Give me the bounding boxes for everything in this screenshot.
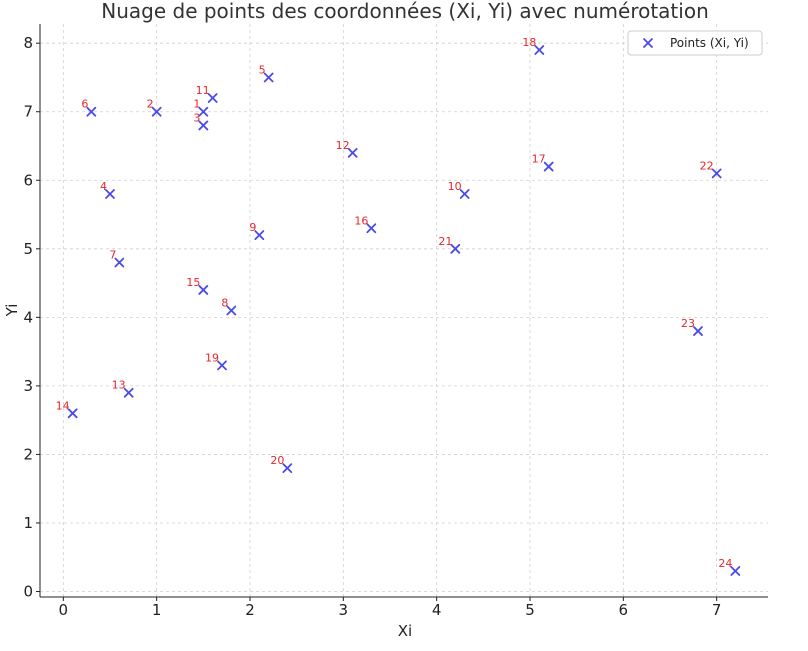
point-label-4: 4 (100, 180, 107, 193)
y-tick-label-0: 0 (23, 583, 33, 601)
grid-lines (40, 24, 768, 597)
point-label-14: 14 (56, 399, 70, 412)
point-label-12: 12 (336, 139, 350, 152)
point-label-19: 19 (205, 351, 219, 364)
data-point-12 (347, 147, 358, 158)
point-label-7: 7 (109, 249, 116, 262)
data-point-5 (263, 72, 274, 83)
y-tick-label-1: 1 (23, 514, 33, 532)
y-axis-label: Yi (3, 304, 21, 318)
point-label-9: 9 (249, 221, 256, 234)
x-tick-label-6: 6 (619, 601, 629, 619)
point-label-5: 5 (259, 63, 266, 76)
data-point-11 (207, 93, 218, 103)
x-tick-label-4: 4 (432, 601, 442, 619)
x-tick-label-2: 2 (245, 601, 255, 619)
data-point-2 (151, 106, 162, 117)
point-label-17: 17 (532, 153, 546, 166)
x-tick-label-1: 1 (152, 601, 162, 619)
point-label-3: 3 (193, 111, 200, 124)
legend-x-marker (643, 38, 653, 48)
data-point-23 (693, 326, 703, 336)
data-point-20 (282, 463, 293, 474)
data-point-3 (198, 120, 209, 131)
point-label-18: 18 (522, 36, 536, 49)
data-point-15 (198, 285, 209, 295)
point-label-23: 23 (681, 317, 695, 330)
point-label-11: 11 (196, 84, 210, 97)
data-point-9 (254, 230, 265, 241)
point-label-15: 15 (186, 276, 200, 289)
data-points (67, 45, 741, 576)
data-point-16 (366, 223, 377, 234)
x-tick-label-7: 7 (712, 601, 722, 619)
data-point-24 (730, 566, 741, 576)
y-tick-label-2: 2 (23, 445, 33, 463)
data-point-7 (114, 257, 125, 268)
data-point-17 (543, 161, 554, 172)
data-point-4 (105, 189, 115, 199)
point-label-1: 1 (193, 98, 200, 111)
point-label-22: 22 (700, 159, 714, 172)
y-tick-label-4: 4 (23, 308, 33, 326)
legend-box (627, 30, 763, 56)
point-label-20: 20 (270, 454, 284, 467)
y-tick-label-5: 5 (23, 240, 33, 258)
point-label-2: 2 (147, 98, 154, 111)
axes (39, 24, 768, 598)
data-point-18 (534, 45, 545, 55)
data-point-19 (217, 360, 227, 371)
point-label-21: 21 (438, 235, 452, 248)
x-tick-label-5: 5 (525, 601, 535, 619)
legend-entry: Points (Xi, Yi) (670, 36, 749, 50)
point-label-16: 16 (354, 214, 368, 227)
data-point-6 (86, 106, 97, 117)
data-point-21 (450, 243, 461, 254)
y-tick-label-3: 3 (23, 377, 33, 395)
point-label-8: 8 (221, 297, 228, 310)
y-tick-label-6: 6 (23, 171, 33, 189)
x-axis-label: Xi (398, 622, 412, 640)
point-label-6: 6 (81, 98, 88, 111)
data-point-22 (711, 168, 722, 179)
data-point-13 (123, 387, 134, 398)
chart-title: Nuage de points des coordonnées (Xi, Yi)… (101, 0, 709, 23)
y-tick-label-7: 7 (23, 103, 33, 121)
data-point-1 (198, 106, 209, 117)
legend-marker-icon (643, 38, 653, 48)
data-point-8 (226, 305, 237, 316)
point-label-13: 13 (112, 379, 126, 392)
x-tick-label-0: 0 (59, 601, 69, 619)
data-point-14 (67, 408, 78, 419)
data-point-10 (459, 189, 470, 199)
x-tick-label-3: 3 (339, 601, 349, 619)
point-label-10: 10 (448, 180, 462, 193)
y-tick-label-8: 8 (23, 34, 33, 52)
point-label-24: 24 (718, 557, 732, 570)
legend: Points (Xi, Yi) (627, 30, 763, 56)
